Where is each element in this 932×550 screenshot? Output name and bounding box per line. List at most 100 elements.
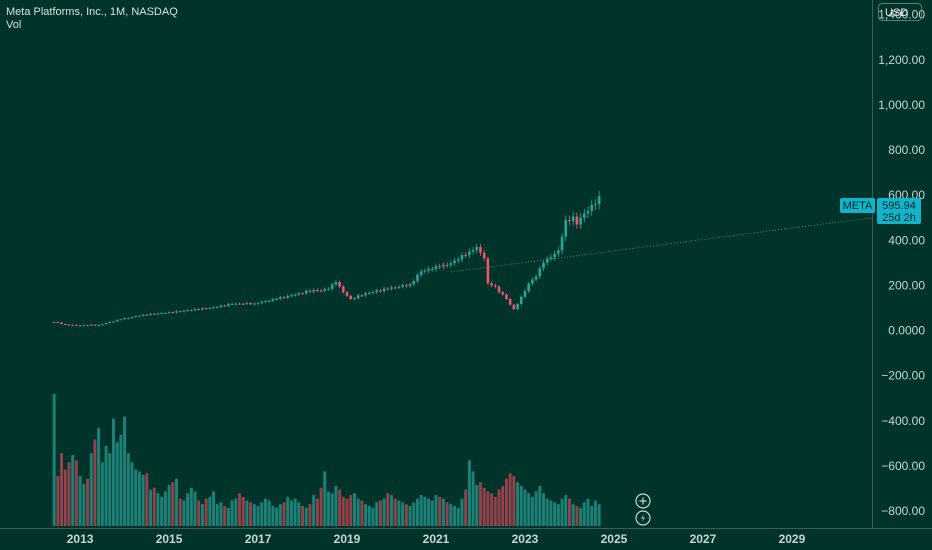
candle-body [286,295,290,298]
candle-body [308,290,312,292]
volume-bar [423,496,427,526]
volume-bar [441,498,445,526]
volume-bar [60,453,64,526]
candle-body [479,247,482,253]
candle-body [186,310,189,312]
volume-bar [93,439,97,526]
y-tick-label: 1,200.00 [878,53,925,67]
candle-body [405,285,408,287]
volume-bar [386,493,390,526]
volume-bar [82,484,86,526]
volume-bar [63,469,67,526]
volume-bar [275,507,279,526]
volume-bar [375,502,379,526]
volume-bar [512,475,516,526]
candle-body [282,297,286,299]
y-tick-label: 0.0000 [888,324,925,338]
candle-body [130,316,134,319]
candle-body [486,258,490,284]
candle-body [160,313,163,315]
volume-bar [516,482,520,526]
candle-body [175,311,178,313]
candle-body [149,313,152,315]
candle-body [234,303,238,305]
candle-body [193,309,197,311]
volume-bar [393,498,397,526]
volume-bar [141,475,145,526]
volume-bar [301,505,305,526]
time-axis[interactable]: 2013 2015 2017 2019 2021 2023 2025 2027 2029 [0,528,932,547]
x-tick-label: 2015 [156,532,183,546]
candle-body [104,322,108,325]
candle-body [108,321,112,323]
price-axis[interactable]: 1,400.001,200.001,000.00800.00600.00400.… [872,0,926,528]
plus-circle-icon [635,493,651,509]
candle-body [497,286,501,293]
volume-bar [293,498,297,526]
volume-bar [167,485,171,526]
volume-bar [204,498,208,526]
volume-bar [364,504,368,526]
candle-body [141,314,145,316]
volume-bar [256,505,260,526]
volume-bar [582,502,586,526]
volume-bar [86,478,89,526]
volume-bar [175,478,178,526]
volume-bar [111,418,115,526]
volume-bar [197,500,201,526]
volume-bar [163,491,167,526]
candle-body [571,216,575,222]
volume-bar [371,507,375,526]
volume-bar [352,493,356,526]
volume-bar [349,495,353,526]
volume-bar [67,462,71,526]
volume-bar [171,482,175,526]
candle-body [523,291,527,297]
candle-body [208,308,212,309]
price-tag-price: 595.94 [882,200,916,212]
candle-body [579,217,582,225]
candle-body [516,303,519,310]
candle-body [475,247,479,251]
candle-body [212,307,215,309]
volume-bar [241,496,245,526]
volume-bar [356,498,360,526]
volume-bar [200,504,204,526]
x-tick-label: 2013 [67,532,94,546]
volume-bar [104,445,108,526]
volume-bar [449,504,453,526]
candle-body [542,262,545,269]
candle-body [164,312,167,314]
volume-bar [434,495,438,526]
add-indicator-button[interactable] [635,493,651,509]
y-tick-label: 800.00 [888,143,925,157]
volume-bar [527,493,531,526]
volume-bar [182,500,186,526]
quick-action-button[interactable] [635,510,651,526]
volume-bar [593,500,597,526]
trend-line[interactable] [450,217,873,273]
candle-body [557,250,560,254]
candle-body [293,294,297,296]
candle-body [60,322,63,324]
candle-body [319,290,323,292]
candle-body [375,290,378,293]
candle-body [468,251,471,256]
currency-button[interactable]: USD [878,3,922,21]
volume-bar [323,471,327,526]
candle-body [464,254,467,256]
volume-bar [178,498,182,526]
x-tick-label: 2017 [245,532,272,546]
volume-bar [278,504,282,526]
volume-bar [78,475,82,526]
candle-body [512,304,516,310]
volume-bar [238,493,241,526]
volume-bar [334,485,338,526]
volume-bar [408,505,412,526]
x-tick-label: 2029 [779,532,806,546]
candle-body [330,284,334,289]
volume-bar [345,498,349,526]
volume-bar [126,453,130,526]
price-tag-value-box [877,198,921,224]
